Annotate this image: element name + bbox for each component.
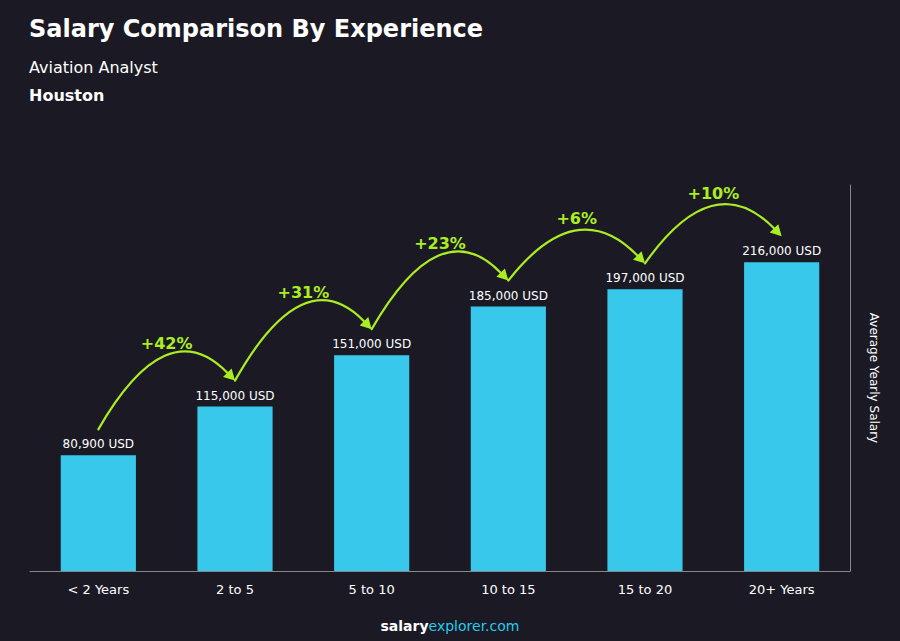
svg-text:80,900 USD: 80,900 USD xyxy=(63,437,134,451)
svg-text:Salary Comparison By Experienc: Salary Comparison By Experience xyxy=(29,15,483,43)
svg-text:salary: salary xyxy=(381,618,429,634)
svg-text:+10%: +10% xyxy=(687,184,739,203)
svg-text:Houston: Houston xyxy=(29,86,104,105)
svg-text:151,000 USD: 151,000 USD xyxy=(332,337,411,351)
svg-text:115,000 USD: 115,000 USD xyxy=(195,389,274,403)
svg-text:explorer.com: explorer.com xyxy=(429,618,520,634)
svg-text:15 to 20: 15 to 20 xyxy=(618,582,672,597)
svg-text:185,000 USD: 185,000 USD xyxy=(469,289,548,303)
svg-text:20+ Years: 20+ Years xyxy=(749,582,815,597)
svg-text:5 to 10: 5 to 10 xyxy=(349,582,395,597)
svg-text:Average Yearly Salary: Average Yearly Salary xyxy=(867,313,881,443)
svg-text:10 to 15: 10 to 15 xyxy=(481,582,535,597)
svg-text:2 to 5: 2 to 5 xyxy=(216,582,254,597)
svg-text:+42%: +42% xyxy=(141,334,193,353)
svg-text:+31%: +31% xyxy=(277,283,329,302)
svg-text:Aviation Analyst: Aviation Analyst xyxy=(29,58,158,77)
svg-text:197,000 USD: 197,000 USD xyxy=(605,271,684,285)
svg-text:216,000 USD: 216,000 USD xyxy=(742,244,821,258)
svg-text:+23%: +23% xyxy=(414,234,466,253)
svg-text:< 2 Years: < 2 Years xyxy=(67,582,129,597)
svg-text:+6%: +6% xyxy=(556,209,597,228)
